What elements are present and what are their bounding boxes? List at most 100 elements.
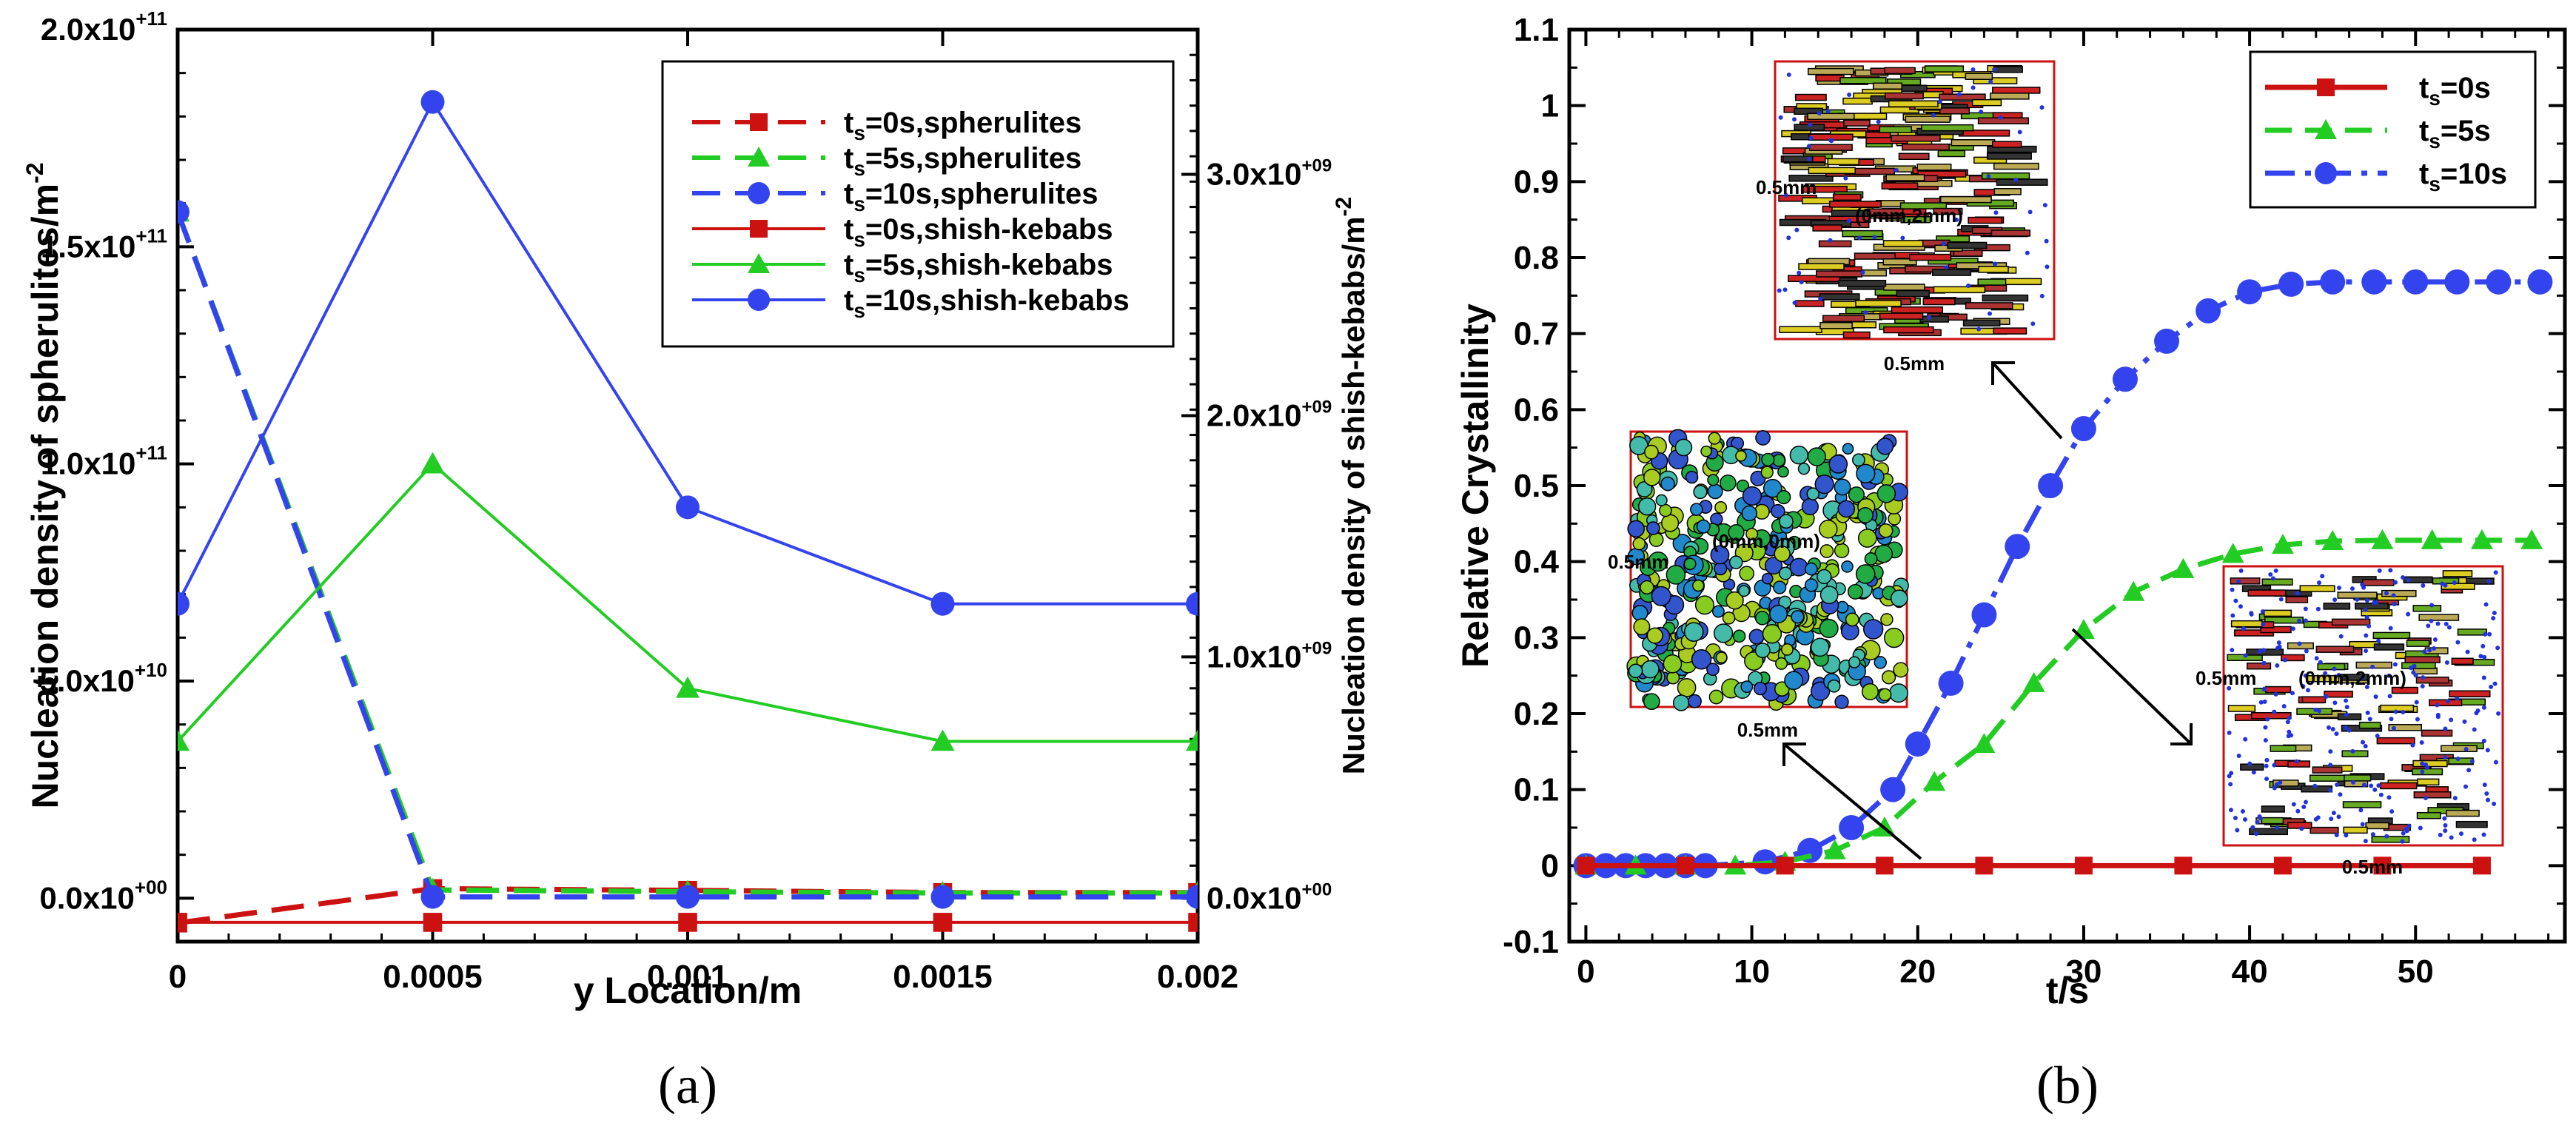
inset-dot — [2455, 640, 2461, 645]
inset-dot — [2337, 586, 2342, 591]
inset-kebab — [1939, 107, 1970, 115]
chart-b-point — [2070, 416, 2096, 441]
inset-dot — [2483, 631, 2488, 637]
inset-dot — [1808, 135, 1814, 141]
inset-dot — [2304, 648, 2309, 654]
chart-a-legend-label: ts=0s,spherulites — [844, 107, 1081, 144]
inset-dot — [2295, 591, 2300, 596]
inset-spherulite — [1761, 572, 1774, 585]
inset-dot — [2251, 770, 2256, 775]
chart-b-ytick-label: 0 — [1541, 848, 1559, 884]
inset-kebab — [1843, 119, 1871, 127]
inset-dot — [2247, 761, 2253, 766]
inset-kebab — [2249, 828, 2288, 836]
inset-dot — [1786, 235, 1791, 241]
inset-dot — [2278, 597, 2284, 602]
inset-spherulite — [1700, 445, 1712, 457]
inset-kebab — [2381, 589, 2417, 597]
inset-dot — [2364, 614, 2369, 620]
inset-kebab — [2337, 591, 2378, 599]
chart-b-legend-label: ts=10s — [2419, 158, 2507, 195]
chart-b-point — [1875, 857, 1894, 875]
inset-dot — [1937, 99, 1942, 104]
inset-kebab — [2273, 780, 2299, 787]
inset-kebab — [2362, 579, 2395, 586]
chart-b-ytick-label: 0.2 — [1514, 696, 1559, 732]
inset-kebab — [2416, 811, 2441, 819]
inset-kebab — [1993, 327, 2027, 335]
inset-spherulite — [1805, 562, 1818, 576]
inset-dot — [2429, 603, 2435, 608]
inset-dot — [2455, 696, 2460, 701]
inset-kebab — [1992, 141, 2022, 148]
inset-kebab — [2413, 791, 2452, 799]
inset-dot — [2017, 130, 2022, 135]
inset-dot — [1987, 311, 1992, 316]
chart-b-point — [2196, 298, 2221, 324]
chart-b-insets: 0.5mm 0.5mm (0mm,2mm) 0.5mm 0.5mm (0mm,0… — [1608, 60, 2504, 878]
chart-a-point — [1186, 729, 1198, 751]
inset-spherulite — [1774, 545, 1791, 563]
inset-kebab — [1921, 124, 1974, 132]
inset-dot — [2013, 178, 2019, 183]
inset-spherulite — [1628, 663, 1643, 679]
chart-b-point — [1971, 602, 1997, 628]
inset-dot — [2409, 666, 2414, 671]
inset-kebab — [1828, 201, 1882, 208]
inset-dot — [2472, 727, 2477, 732]
inset-dot — [2481, 675, 2486, 680]
inset-kebab — [1977, 278, 2007, 286]
inset-kebab — [2301, 696, 2327, 703]
inset-dot — [2481, 705, 2486, 710]
chart-b-point — [1975, 857, 1993, 875]
inset-kebab — [1947, 241, 1988, 249]
inset-kebab — [1819, 322, 1853, 329]
inset-spherulite — [1810, 637, 1830, 657]
inset-dot — [2484, 791, 2489, 796]
chart-b-point — [2470, 529, 2493, 549]
inset-dot — [2372, 787, 2378, 792]
chart-a-point — [676, 495, 700, 520]
inset-spherulite — [1694, 595, 1714, 615]
inset-dot — [2415, 717, 2420, 722]
inset-kebab — [2355, 602, 2389, 610]
inset-dot — [2363, 607, 2368, 612]
inset-dot — [2491, 616, 2496, 621]
inset-spherulite — [1632, 537, 1646, 551]
chart-a-legend-marker — [748, 289, 770, 311]
inset-kebab — [1788, 175, 1834, 182]
inset-dot — [2045, 264, 2050, 269]
chart-b-point — [2403, 269, 2429, 295]
inset-dot — [2303, 799, 2308, 805]
inset-dot — [2230, 587, 2235, 592]
inset-kebab — [1867, 208, 1904, 215]
inset-dot — [2241, 626, 2246, 631]
inset-kebab — [2331, 618, 2371, 626]
inset-kebab — [1819, 293, 1860, 301]
inset-spherulite — [1627, 520, 1645, 538]
chart-b-point — [1823, 839, 1846, 859]
chart-a-legend-label: ts=10s,spherulites — [844, 178, 1099, 215]
chart-b-point — [1676, 857, 1694, 875]
inset-dot — [2452, 796, 2458, 801]
inset-kebab — [1965, 302, 2013, 309]
inset-kebab — [1937, 150, 1966, 158]
inset-kebab — [1993, 162, 2039, 170]
chart-a-legend-label: ts=10s,shish-kebabs — [844, 284, 1130, 322]
inset-dot — [1843, 175, 1848, 181]
chart-a-y2tick-label: 0.0x10+00 — [1207, 879, 1332, 915]
chart-b-point — [2527, 269, 2553, 295]
inset-kebab — [2260, 626, 2292, 634]
inset-spherulite — [1856, 463, 1876, 483]
inset-dot — [1797, 270, 1802, 275]
inset-dot — [2336, 814, 2341, 819]
inset-kebab — [1900, 215, 1931, 224]
inset-kebab — [1882, 258, 1917, 266]
inset-dot — [2039, 293, 2045, 298]
inset-kebab — [1885, 174, 1925, 181]
inset-spherulite — [1693, 484, 1708, 500]
inset-spherulite — [1857, 506, 1874, 523]
inset-kebab — [1891, 135, 1941, 142]
inset-spherulite — [1646, 521, 1660, 535]
chart-a-point — [678, 913, 697, 932]
